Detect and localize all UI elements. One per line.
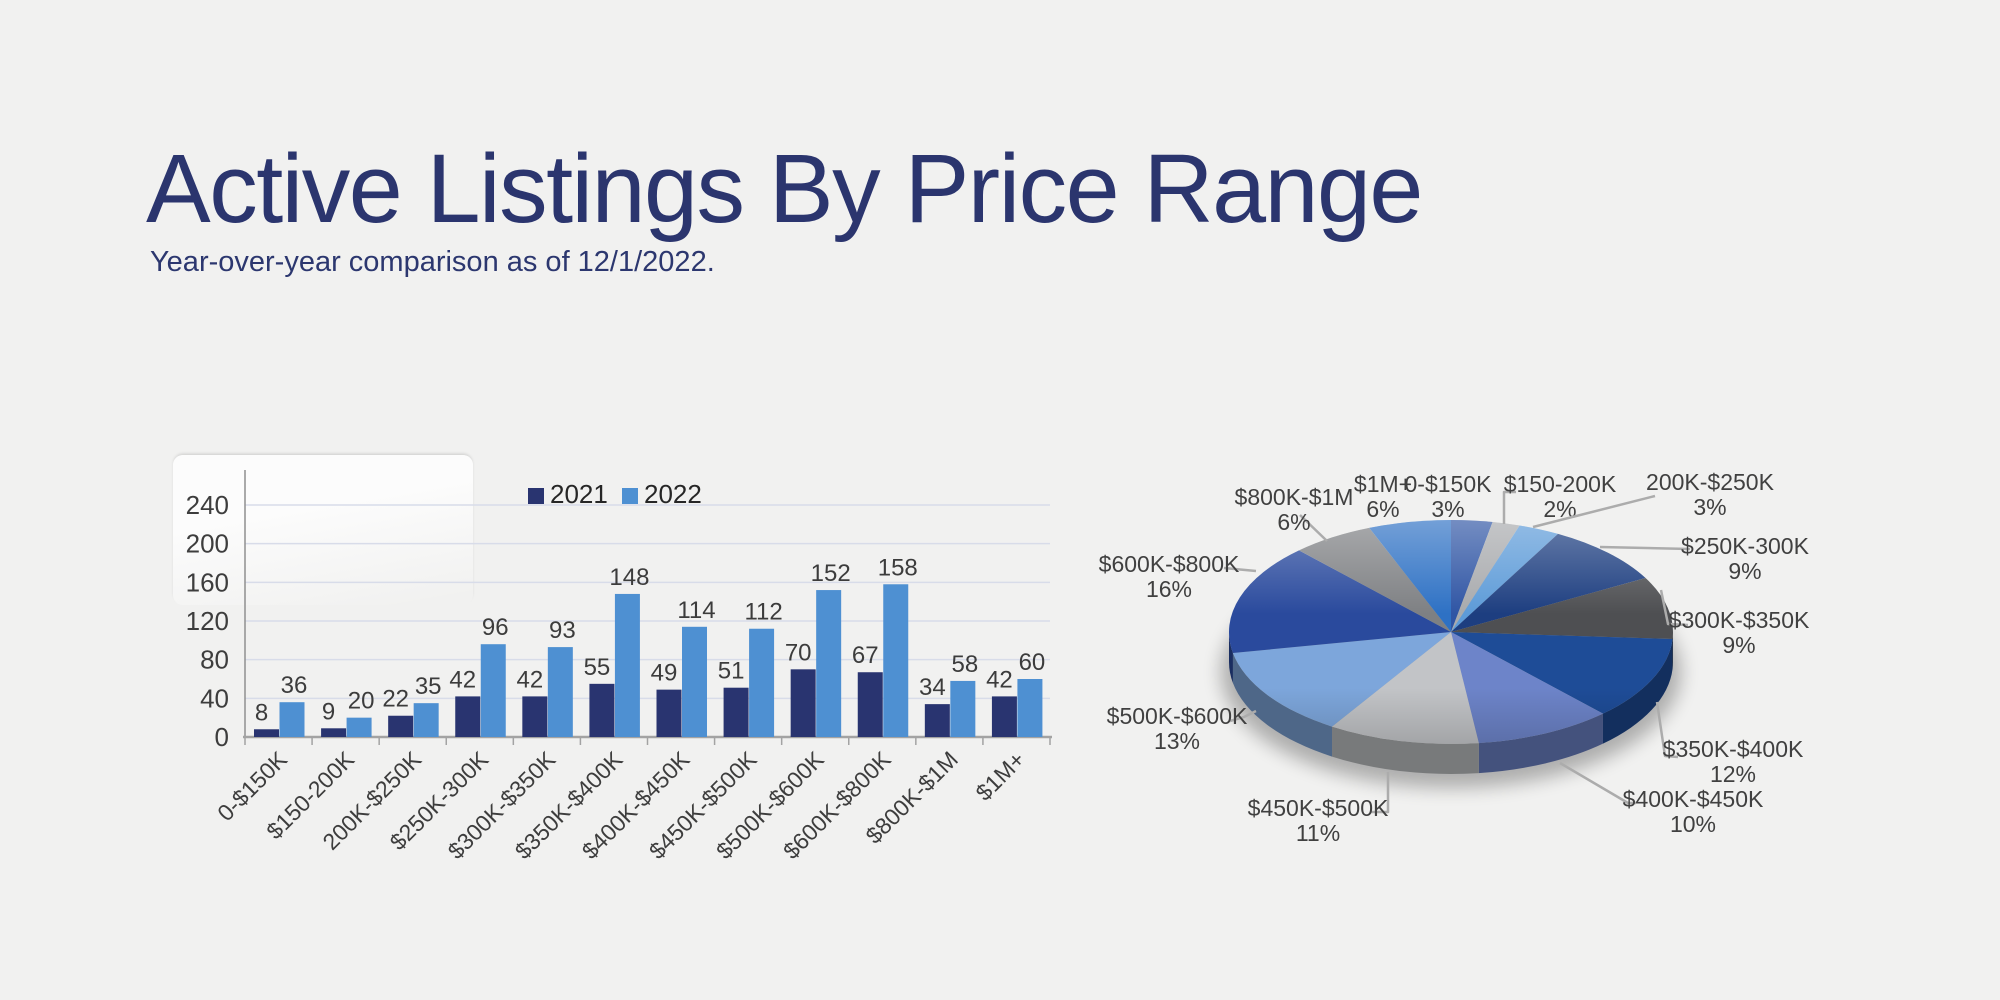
bar-2021 — [321, 728, 347, 737]
bar-value-label: 67 — [852, 642, 879, 669]
bar-value-label: 152 — [811, 560, 851, 587]
pie-leader-line — [1599, 545, 1691, 551]
bar-value-label: 96 — [482, 614, 509, 641]
y-axis-label: 120 — [186, 606, 229, 636]
pie-label-percent: 12% — [1710, 761, 1756, 787]
pie-label-percent: 9% — [1722, 632, 1755, 658]
pie-chart: 0-$150K3%$150-200K2%200K-$250K3%$250K-30… — [1099, 469, 1810, 846]
bar-value-label: 49 — [651, 660, 678, 687]
pie-label-percent: 6% — [1366, 496, 1399, 522]
pie-label-category: 200K-$250K — [1646, 469, 1775, 495]
pie-label-percent: 16% — [1146, 576, 1192, 602]
pie-label-percent: 3% — [1431, 496, 1464, 522]
bar-2022 — [816, 590, 842, 737]
pie-label-category: $800K-$1M — [1235, 484, 1354, 510]
bar-2021 — [388, 715, 414, 737]
bar-value-label: 58 — [951, 651, 978, 678]
bar-2022 — [279, 702, 305, 737]
bar-2021 — [924, 704, 950, 737]
pie-label-category: $250K-300K — [1681, 533, 1810, 559]
bar-2022 — [346, 717, 372, 737]
bar-value-label: 114 — [677, 597, 715, 624]
pie-label-percent: 6% — [1277, 509, 1310, 535]
bar-2021 — [455, 696, 481, 737]
bar-2021 — [254, 729, 279, 737]
pie-label-percent: 3% — [1693, 494, 1726, 520]
pie-label-category: $150-200K — [1504, 471, 1617, 497]
bar-2021 — [723, 687, 749, 737]
bar-2022 — [682, 626, 707, 737]
bar-2021 — [790, 669, 816, 737]
bar-2022 — [749, 628, 775, 737]
bar-value-label: 42 — [516, 666, 543, 693]
pie-label-percent: 13% — [1154, 728, 1200, 754]
pie-leader-line — [1299, 514, 1328, 542]
bar-value-label: 36 — [281, 672, 308, 699]
bar-2022 — [480, 644, 506, 737]
bar-value-label: 55 — [584, 654, 611, 681]
bar-value-label: 42 — [449, 666, 476, 693]
page-subtitle: Year-over-year comparison as of 12/1/202… — [150, 246, 715, 278]
legend-label-2022: 2022 — [644, 479, 702, 509]
bar-2022 — [1017, 679, 1043, 737]
pie-leader-line — [1655, 701, 1679, 759]
pie-label-category: 0-$150K — [1405, 471, 1493, 497]
pie-label-percent: 9% — [1728, 558, 1761, 584]
pie-label-category: $300K-$350K — [1669, 607, 1810, 633]
y-axis-label: 200 — [186, 529, 229, 559]
bar-2021 — [589, 683, 615, 737]
page-title: Active Listings By Price Range — [146, 134, 1423, 243]
bar-value-label: 8 — [255, 699, 268, 726]
pie-label-category: $450K-$500K — [1248, 795, 1389, 821]
bar-value-label: 158 — [878, 554, 918, 581]
pie-label-category: $400K-$450K — [1623, 786, 1764, 812]
pie-label-percent: 11% — [1296, 820, 1340, 846]
bar-value-label: 148 — [609, 564, 649, 591]
pie-label-category: $350K-$400K — [1663, 736, 1804, 762]
bar-value-label: 20 — [348, 688, 375, 715]
y-axis-label: 40 — [200, 683, 229, 713]
bar-value-label: 70 — [785, 639, 812, 666]
bar-2022 — [413, 703, 439, 737]
pie-leader-line — [1559, 761, 1636, 805]
bar-2021 — [522, 696, 548, 737]
bar-value-label: 112 — [744, 599, 782, 626]
x-axis-label: $1M+ — [970, 746, 1030, 806]
y-axis-label: 240 — [186, 490, 229, 520]
pie-label-category: $500K-$600K — [1107, 703, 1248, 729]
pie-leader-line — [1502, 490, 1516, 524]
bar-2021 — [857, 672, 883, 737]
decorative-card — [173, 455, 473, 605]
pie-leader-line — [1223, 566, 1257, 573]
bar-2022 — [883, 584, 909, 737]
bar-value-label: 42 — [986, 666, 1013, 693]
y-axis-label: 0 — [215, 722, 229, 752]
bar-value-label: 9 — [322, 698, 335, 725]
pie-leader-line — [1370, 772, 1390, 814]
pie-label-category: $1M+ — [1354, 471, 1412, 497]
pie-leader-line — [1229, 709, 1257, 723]
bar-value-label: 35 — [415, 673, 442, 700]
bar-value-label: 22 — [382, 686, 409, 713]
bar-2021 — [991, 696, 1017, 737]
pie-label-category: $600K-$800K — [1099, 551, 1240, 577]
bar-value-label: 34 — [919, 674, 946, 701]
bar-2022 — [614, 593, 640, 737]
legend-swatch-2021 — [528, 488, 544, 504]
bar-2022 — [547, 647, 573, 737]
pie-leader-line — [1659, 589, 1689, 627]
bar-value-label: 51 — [718, 658, 745, 685]
bar-2022 — [950, 680, 976, 737]
bar-2021 — [656, 689, 682, 737]
bar-value-label: 93 — [549, 617, 576, 644]
pie-label-percent: 10% — [1670, 811, 1716, 837]
y-axis-label: 160 — [186, 567, 229, 597]
bar-value-label: 60 — [1019, 649, 1046, 676]
y-axis-label: 80 — [200, 645, 229, 675]
bar-chart: 0 40 80 120 160 200 240 8 9 22 42 42 55 49 51 70 67 34 42 3… — [186, 470, 1052, 864]
legend-swatch-2022 — [622, 488, 638, 504]
legend-label-2021: 2021 — [550, 479, 608, 509]
pie-leader-line — [1532, 494, 1656, 529]
